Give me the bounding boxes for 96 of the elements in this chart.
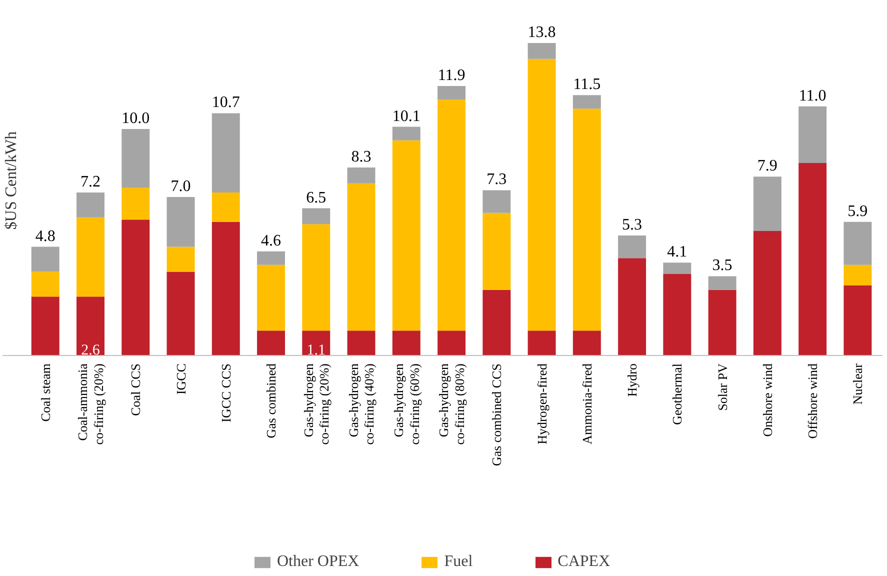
bar <box>166 272 195 356</box>
bar <box>798 163 827 356</box>
bar <box>257 264 286 331</box>
data-label: 1.1 <box>306 342 326 358</box>
bar <box>572 330 601 356</box>
bar <box>844 222 872 265</box>
total-label: 4.6 <box>261 232 282 250</box>
data-label: 2.6 <box>81 342 100 358</box>
bar <box>302 208 330 224</box>
x-tick-label: Gas-hydrogen co-firing (40%) <box>346 363 377 445</box>
bar <box>618 235 646 258</box>
bar <box>302 330 330 356</box>
bar <box>753 176 782 231</box>
bar <box>392 330 420 356</box>
bar <box>31 246 60 272</box>
x-tick-label: Gas combined <box>264 363 279 438</box>
legend-label: CAPEX <box>558 553 610 571</box>
total-label: 4.1 <box>667 244 688 261</box>
total-label: 7.2 <box>80 173 100 190</box>
total-label: 7.0 <box>170 178 191 195</box>
total-label: 5.3 <box>622 216 642 234</box>
bar <box>753 230 782 356</box>
x-tick-label: IGCC CCS <box>218 363 234 422</box>
bar <box>528 43 556 59</box>
bar <box>438 86 466 100</box>
bar <box>122 188 150 220</box>
bar <box>798 106 827 164</box>
bar <box>572 108 601 331</box>
bar <box>618 258 646 356</box>
bar <box>347 330 376 356</box>
total-label: 13.8 <box>528 24 556 41</box>
bar <box>528 330 556 356</box>
bar <box>708 290 736 356</box>
bar <box>31 296 60 356</box>
total-label: 8.3 <box>351 148 372 166</box>
bar <box>392 126 420 140</box>
x-tick-label: Gas combined CCS <box>489 363 504 466</box>
bar <box>392 140 420 331</box>
total-label: 7.3 <box>486 171 507 188</box>
total-label: 11.9 <box>438 67 466 84</box>
bar <box>482 190 511 213</box>
x-tick-label: Nuclear <box>850 362 866 405</box>
bar <box>257 251 286 265</box>
bar <box>844 285 872 356</box>
bar <box>212 222 240 356</box>
x-tick-label: Ammonia-fired <box>579 363 594 444</box>
x-tick-label: Hydro <box>624 364 640 397</box>
total-label: 3.5 <box>712 257 732 274</box>
bar <box>528 58 556 331</box>
bar <box>212 192 240 222</box>
x-tick-label: Solar PV <box>714 362 730 411</box>
bar <box>122 220 150 356</box>
x-tick-label: Onshore wind <box>760 363 775 437</box>
bar <box>347 183 376 331</box>
y-axis-title: $US Cent/kWh <box>3 131 20 230</box>
bar <box>257 330 286 356</box>
bar <box>122 129 150 188</box>
bar <box>76 296 104 356</box>
bar <box>663 262 692 274</box>
total-label: 11.0 <box>798 87 826 104</box>
bar <box>347 168 376 184</box>
x-tick-label: Geothermal <box>670 363 685 425</box>
bar <box>31 272 60 297</box>
x-tick-label: Coal-ammonia co-firing (20%) <box>75 363 106 445</box>
legend-label: Other OPEX <box>277 553 360 571</box>
x-tick-label: IGCC <box>173 363 188 395</box>
total-label: 7.9 <box>757 158 778 175</box>
x-tick-label: Hydrogen-fired <box>534 363 550 444</box>
legend-label: Fuel <box>444 553 473 571</box>
bar <box>482 212 511 290</box>
x-tick-label: Gas-hydrogen co-firing (20%) <box>300 363 332 445</box>
bar <box>708 276 736 290</box>
x-tick-label: Offshore wind <box>805 363 820 439</box>
bar <box>844 264 872 286</box>
bar <box>166 246 195 272</box>
bar <box>166 196 195 247</box>
bar <box>438 100 466 331</box>
bar <box>212 113 240 192</box>
total-label: 4.8 <box>35 228 56 245</box>
x-tick-label: Gas-hydrogen co-firing (60%) <box>391 363 422 445</box>
bar <box>482 290 511 356</box>
bar <box>572 95 601 109</box>
total-label: 10.1 <box>392 108 420 125</box>
total-label: 10.0 <box>122 110 150 128</box>
bar <box>663 274 692 356</box>
total-label: 11.5 <box>573 76 601 94</box>
total-label: 5.9 <box>848 202 868 220</box>
x-tick-label: Coal steam <box>38 363 53 422</box>
x-tick-label: Coal CCS <box>128 364 144 416</box>
bar <box>76 192 104 218</box>
total-label: 10.7 <box>212 94 240 112</box>
bar <box>76 217 104 297</box>
bar <box>302 224 330 331</box>
total-label: 6.5 <box>306 189 326 206</box>
bar <box>438 330 466 356</box>
x-tick-label: Gas-hydrogen co-firing (80%) <box>436 363 467 445</box>
